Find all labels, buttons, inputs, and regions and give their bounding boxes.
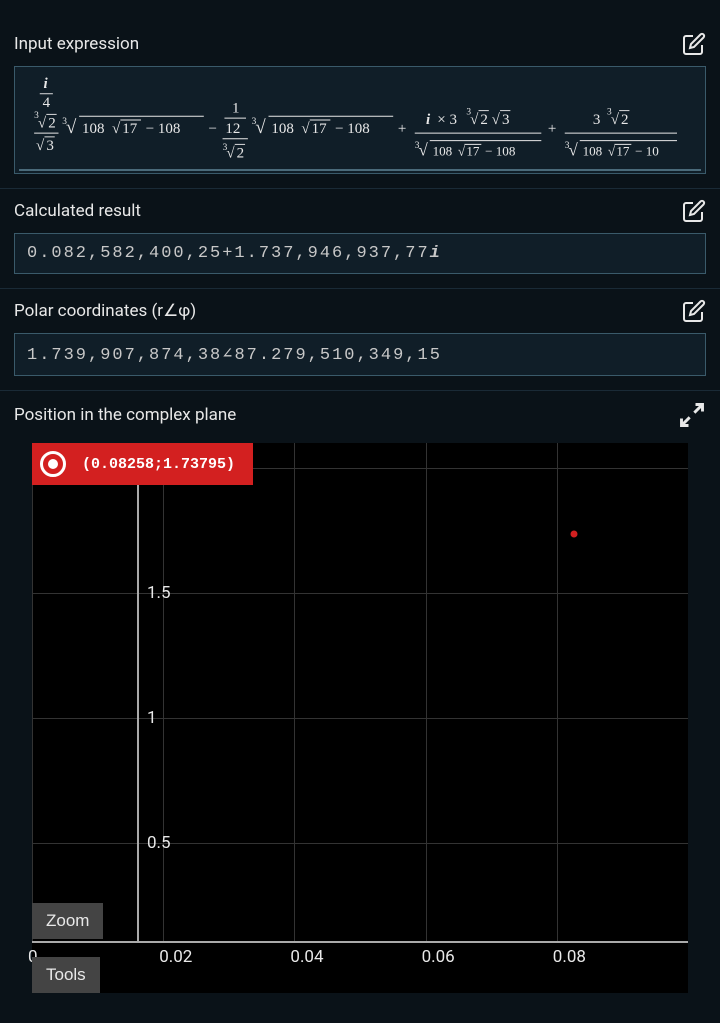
svg-text:√: √ xyxy=(66,117,77,138)
scroll-indicator xyxy=(19,169,701,171)
svg-text:1: 1 xyxy=(232,101,240,117)
section-header: Calculated result xyxy=(14,199,706,223)
svg-text:√: √ xyxy=(458,144,466,159)
x-tick-label: 0.08 xyxy=(553,947,586,967)
svg-text:i: i xyxy=(426,112,431,128)
svg-text:4: 4 xyxy=(43,95,51,111)
plot-area[interactable]: (0.08258;1.73795) Zoom 0.511.5200.020.04… xyxy=(32,443,688,943)
svg-text:3: 3 xyxy=(46,138,54,154)
svg-text:√: √ xyxy=(255,117,266,138)
svg-text:3: 3 xyxy=(502,112,510,128)
section-title: Calculated result xyxy=(14,201,141,221)
svg-text:17: 17 xyxy=(466,144,480,159)
svg-text:17: 17 xyxy=(616,144,630,159)
x-tick-label: 0.06 xyxy=(422,947,455,967)
svg-text:− 108: − 108 xyxy=(335,121,370,137)
result-value-box[interactable]: 0.082,582,400,25+1.737,946,937,77i xyxy=(14,233,706,274)
expand-icon[interactable] xyxy=(678,401,706,429)
zoom-button[interactable]: Zoom xyxy=(32,903,103,939)
svg-text:√: √ xyxy=(470,112,479,128)
svg-text:+: + xyxy=(548,121,556,137)
svg-text:√: √ xyxy=(608,144,616,159)
edit-icon[interactable] xyxy=(682,299,706,323)
section-title: Position in the complex plane xyxy=(14,405,236,425)
svg-text:− 10: − 10 xyxy=(635,144,659,159)
svg-text:108: 108 xyxy=(271,121,294,137)
section-header: Input expression xyxy=(14,32,706,56)
complex-plane-chart[interactable]: (0.08258;1.73795) Zoom 0.511.5200.020.04… xyxy=(32,443,688,993)
plotted-point[interactable] xyxy=(570,530,577,537)
complex-plane-section: Position in the complex plane (0.08258;1… xyxy=(0,391,720,1013)
section-header: Position in the complex plane xyxy=(14,401,706,429)
section-title: Polar coordinates (r∠φ) xyxy=(14,301,196,321)
x-tick-label: 0.04 xyxy=(290,947,323,967)
polar-value: 1.739,907,874,38∠87.279,510,349,15 xyxy=(27,346,442,365)
y-tick-label: 1 xyxy=(141,708,157,728)
svg-text:√: √ xyxy=(112,121,121,137)
svg-text:√: √ xyxy=(226,146,235,162)
edit-icon[interactable] xyxy=(682,199,706,223)
y-tick-label: 0.5 xyxy=(141,833,171,853)
svg-text:√: √ xyxy=(492,112,501,128)
polar-value-box[interactable]: 1.739,907,874,38∠87.279,510,349,15 xyxy=(14,333,706,376)
edit-icon[interactable] xyxy=(682,32,706,56)
svg-text:− 108: − 108 xyxy=(485,144,516,159)
calculated-result-section: Calculated result 0.082,582,400,25+1.737… xyxy=(0,189,720,289)
svg-text:3: 3 xyxy=(593,112,601,128)
input-expression-box[interactable]: i 4 3 √2 √3 3 √ 108 √17 − 108 − 1 12 xyxy=(14,66,706,174)
expression-svg: i 4 3 √2 √3 3 √ 108 √17 − 108 − 1 12 xyxy=(21,75,677,165)
coordinate-text: (0.08258;1.73795) xyxy=(82,456,235,473)
svg-text:2: 2 xyxy=(621,112,629,128)
svg-text:12: 12 xyxy=(225,121,240,137)
svg-text:17: 17 xyxy=(312,121,328,137)
svg-text:2: 2 xyxy=(480,112,488,128)
coordinate-badge[interactable]: (0.08258;1.73795) xyxy=(32,443,253,485)
polar-section: Polar coordinates (r∠φ) 1.739,907,874,38… xyxy=(0,289,720,391)
input-expression-section: Input expression i 4 3 √2 √3 3 √ 10 xyxy=(0,22,720,189)
svg-text:√: √ xyxy=(38,116,47,132)
svg-text:108: 108 xyxy=(583,144,603,159)
target-icon xyxy=(40,451,66,477)
svg-text:108: 108 xyxy=(433,144,453,159)
svg-text:i: i xyxy=(44,76,49,92)
svg-text:−: − xyxy=(209,121,217,137)
svg-text:17: 17 xyxy=(122,121,137,137)
svg-text:+: + xyxy=(398,121,406,137)
svg-text:√: √ xyxy=(36,138,45,154)
x-tick-label: 0.02 xyxy=(159,947,192,967)
result-value: 0.082,582,400,25+1.737,946,937,77 xyxy=(27,244,430,263)
section-header: Polar coordinates (r∠φ) xyxy=(14,299,706,323)
section-title: Input expression xyxy=(14,34,139,54)
svg-text:2: 2 xyxy=(48,116,56,132)
svg-text:√: √ xyxy=(419,141,429,160)
svg-text:√: √ xyxy=(301,121,310,137)
imaginary-unit: i xyxy=(430,244,442,263)
svg-text:× 3: × 3 xyxy=(437,112,457,128)
svg-text:2: 2 xyxy=(237,146,245,162)
svg-text:√: √ xyxy=(569,141,579,160)
svg-text:√: √ xyxy=(611,112,620,128)
svg-text:108: 108 xyxy=(82,121,105,137)
y-tick-label: 1.5 xyxy=(141,583,171,603)
svg-text:− 108: − 108 xyxy=(146,121,181,137)
tools-button[interactable]: Tools xyxy=(32,957,100,993)
